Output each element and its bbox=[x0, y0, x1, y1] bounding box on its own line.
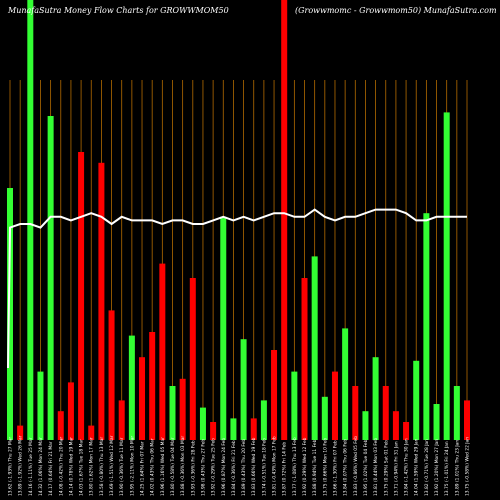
x-tick-label: 13.74 (-0.51%) Tue 18 Feb bbox=[261, 438, 267, 496]
bar-33 bbox=[342, 328, 349, 440]
x-tick-label: 14.32 (1.06%) Mon 24 Mar bbox=[38, 437, 44, 496]
x-tick-label: 13.88 (-0.36%) Mon 03 Mar bbox=[180, 436, 186, 496]
x-tick-label: 13.98 (0.43%) Thu 27 Feb bbox=[200, 439, 206, 496]
x-tick-label: 13.87 (0.72%) Fri 14 Feb bbox=[282, 442, 288, 496]
x-tick-label: 13.95 (1.02%) Tue 04 Feb bbox=[363, 439, 369, 496]
bar-34 bbox=[352, 386, 359, 440]
bar-20 bbox=[210, 422, 217, 440]
x-tick-label: 13.83 (-0.86%) Wed 05 Feb bbox=[353, 436, 359, 496]
bar-2 bbox=[27, 0, 34, 440]
x-tick-label: 13.62 (-1.93%) Thu 27 Mar bbox=[8, 437, 14, 496]
bar-19 bbox=[199, 407, 206, 440]
x-tick-label: 13.81 (-0.43%) Mon 17 Feb bbox=[272, 436, 278, 496]
bar-1 bbox=[17, 425, 24, 440]
x-tick-label: 13.75 (0.29%) Sat 01 Feb bbox=[383, 440, 389, 496]
bar-24 bbox=[250, 418, 257, 440]
x-tick-label: 13.89 (-1.92%) Wed 26 Mar bbox=[18, 435, 24, 496]
bar-30 bbox=[311, 256, 318, 440]
x-tick-label: 13.71 (-0.94%) Fri 31 Jan bbox=[393, 441, 399, 496]
bar-45 bbox=[464, 400, 470, 440]
bar-43 bbox=[443, 112, 450, 441]
bar-36 bbox=[372, 357, 379, 440]
bar-8 bbox=[88, 425, 95, 440]
x-tick-label: 13.84 (0.07%) Thu 06 Feb bbox=[343, 439, 349, 496]
x-tick-label: 14.25 (1.64%) Fri 07 Mar bbox=[140, 441, 146, 496]
x-tick-labels: 13.62 (-1.93%) Thu 27 Mar 13.89 (-1.92%) … bbox=[8, 435, 471, 496]
bar-28 bbox=[291, 371, 298, 440]
chart-subtitle: (Growwmomc - Growwmom50) MunafaSutra.com bbox=[295, 6, 497, 15]
bar-41 bbox=[423, 213, 430, 440]
bar-6 bbox=[67, 382, 74, 440]
x-tick-label: 14.03 (1.67%) Tue 18 Mar bbox=[79, 439, 85, 496]
x-tick-label: 13.75 (0.66%) Mon 10 Feb bbox=[322, 438, 328, 496]
bar-29 bbox=[301, 278, 308, 440]
bar-35 bbox=[362, 411, 369, 440]
x-tick-label: 14.16 (-1.11%) Tue 25 Mar bbox=[28, 437, 34, 496]
x-tick-label: 13.66 (-1.30%) Fri 07 Feb bbox=[332, 440, 338, 496]
bars bbox=[7, 0, 470, 441]
x-tick-label: 13.89 (0.43%) Thu 20 Feb bbox=[241, 439, 247, 496]
x-tick-label: 14.04 (1.59%) Wed 29 Jan bbox=[414, 438, 420, 496]
x-tick-label: 13.92 (0.29%) Wed 12 Feb bbox=[302, 437, 308, 496]
price-line bbox=[7, 208, 467, 369]
chart-title: MunafaSutra Money Flow Charts for GROWWM… bbox=[7, 6, 229, 15]
bar-37 bbox=[382, 386, 389, 440]
bar-5 bbox=[57, 411, 64, 440]
x-tick-label: 13.89 (1.01%) Thu 23 Jan bbox=[454, 440, 460, 496]
x-tick-label: 14.08 (-0.42%) Thu 20 Mar bbox=[58, 437, 64, 496]
bar-0 bbox=[7, 188, 13, 440]
bar-44 bbox=[453, 386, 460, 440]
bar-18 bbox=[189, 278, 196, 440]
bar-9 bbox=[98, 162, 105, 441]
bar-26 bbox=[271, 350, 278, 440]
bar-16 bbox=[169, 386, 176, 440]
bar-38 bbox=[392, 411, 399, 440]
x-tick-label: 13.84 (-0.36%) Fri 21 Feb bbox=[231, 440, 237, 496]
x-tick-label: 13.80 (1.62%) Mon 17 Mar bbox=[89, 437, 95, 496]
x-tick-label: 13.80 (-0.58%) Tue 04 Mar bbox=[170, 437, 176, 496]
bar-31 bbox=[321, 396, 328, 440]
bar-12 bbox=[128, 335, 135, 440]
x-tick-label: 13.93 (-0.36%) Fri 28 Feb bbox=[190, 440, 196, 496]
x-tick-label: 13.92 (1.20%) Mon 27 Jan bbox=[434, 439, 440, 496]
x-tick-label: 13.92 (-0.29%) Tue 25 Feb bbox=[211, 438, 217, 496]
price-line-layer bbox=[7, 208, 467, 369]
bar-11 bbox=[118, 400, 125, 440]
bar-40 bbox=[413, 360, 420, 440]
bar-27 bbox=[281, 0, 288, 440]
x-tick-label: 13.69 (-1.51%) Wed 12 Mar bbox=[109, 435, 115, 496]
x-tick-label: 13.95 (-2.11%) Mon 10 Mar bbox=[129, 436, 135, 496]
bar-13 bbox=[139, 357, 146, 440]
bar-10 bbox=[108, 310, 115, 440]
bar-3 bbox=[37, 371, 44, 440]
bar-22 bbox=[230, 418, 237, 440]
x-tick-label: 13.83 (0.66%) Wed 19 Feb bbox=[251, 437, 257, 496]
bar-21 bbox=[220, 216, 227, 440]
x-tick-label: 13.90 (-0.36%) Tue 11 Mar bbox=[119, 437, 125, 496]
x-tick-label: 13.84 (-1.42%) Thu 30 Jan bbox=[404, 438, 410, 496]
bar-42 bbox=[433, 404, 440, 440]
bar-14 bbox=[149, 332, 156, 440]
x-tick-label: 13.81 (0.44%) Mon 03 Feb bbox=[373, 438, 379, 496]
bar-25 bbox=[260, 400, 267, 440]
bar-39 bbox=[403, 422, 410, 440]
bar-17 bbox=[179, 378, 186, 440]
x-tick-label: 13.82 (-0.71%) Tue 28 Jan bbox=[424, 439, 430, 496]
x-tick-label: 14.02 (0.43%) Thu 06 Mar bbox=[150, 438, 156, 496]
bar-7 bbox=[78, 152, 85, 440]
x-tick-label: 13.77 (-1.08%) Thu 13 Feb bbox=[292, 437, 298, 496]
x-tick-label: 13.88 (0.94%) Tue 11 Feb bbox=[312, 439, 318, 496]
bar-4 bbox=[47, 116, 54, 440]
bar-15 bbox=[159, 263, 166, 440]
x-tick-label: 14.14 (0.78%) Wed 19 Mar bbox=[68, 437, 74, 496]
bar-23 bbox=[240, 339, 247, 440]
bar-32 bbox=[331, 371, 338, 440]
x-tick-label: 13.96 (0.87%) Mon 24 Feb bbox=[221, 438, 227, 496]
x-tick-label: 13.75 (-1.01%) Fri 24 Jan bbox=[444, 441, 450, 496]
x-tick-label: 13.58 (-0.80%) Thu 13 Mar bbox=[99, 437, 105, 496]
x-tick-label: 14.17 (0.64%) Fri 21 Mar bbox=[48, 441, 54, 496]
x-tick-label: 13.96 (1.16%) Wed 05 Mar bbox=[160, 437, 166, 496]
x-tick-label: 13.75 (-0.58%) Wed 22 Jan bbox=[465, 437, 471, 496]
